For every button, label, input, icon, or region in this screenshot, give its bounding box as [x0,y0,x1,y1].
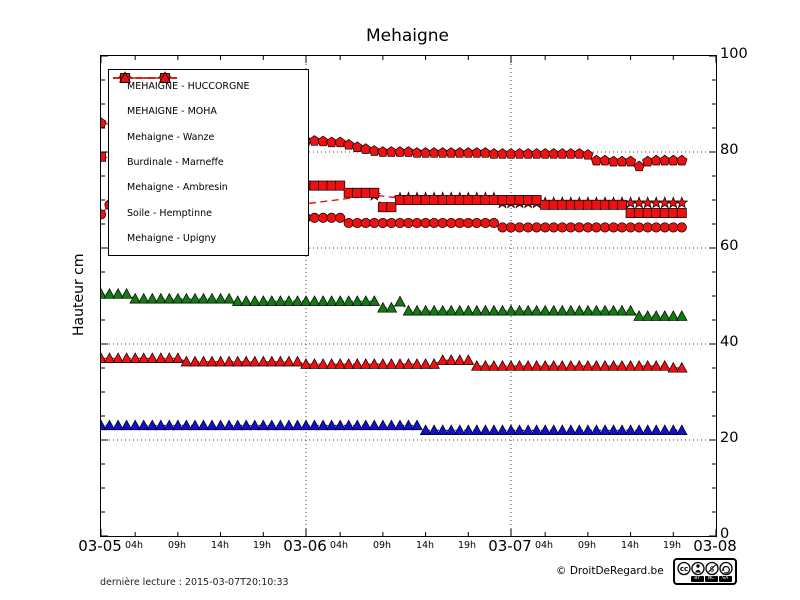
x-major-tick-label-03-08: 03-08 [693,537,737,555]
svg-text:cc: cc [680,565,688,573]
footer-credit: © DroitDeRegard.be cc $ [556,558,737,585]
legend-label: Burdinale - Marneffe [127,156,224,168]
x-major-tick-label-03-07: 03-07 [488,537,532,555]
x-minor-tick-label-5: 09h [372,540,392,551]
legend: MEHAIGNE - HUCCORGNE MEHAIGNE - MOHA Mehai… [108,69,309,256]
y-tick-label-100: 100 [720,46,748,62]
cc-icon: cc [677,561,691,576]
plot-canvas [101,56,716,536]
cc-term-nc: NC [704,576,718,582]
legend-item-mehaigne-wanze: Mehaigne - Wanze [109,72,308,143]
last-reading-text: dernière lecture : 2015-03-07T20:10:33 [100,577,289,588]
x-minor-tick-label-9: 09h [577,540,597,551]
share-alike-icon [719,561,733,576]
x-minor-tick-label-3: 19h [252,540,272,551]
x-minor-tick-label-11: 19h [662,540,682,551]
x-minor-tick-label-1: 09h [167,540,187,551]
cc-term-sa: SA [718,576,732,582]
legend-label: Mehaigne - Wanze [127,131,215,143]
x-minor-tick-label-0: 04h [124,540,144,551]
legend-sample [113,71,177,83]
legend-label: Mehaigne - Upigny [127,232,217,244]
legend-label: MEHAIGNE - HUCCORGNE [127,81,250,93]
y-tick-label-40: 40 [720,334,739,350]
x-minor-tick-label-8: 04h [534,540,554,551]
y-axis-label: Hauteur cm [71,253,87,337]
legend-item-burdinale-marneffe: Burdinale - Marneffe [109,71,308,168]
cc-term-by: BY [690,576,704,582]
series-burdinale-marneffe [101,419,688,435]
x-major-tick-label-03-05: 03-05 [78,537,122,555]
non-commercial-icon: $ [705,561,719,576]
chart-title: Mehaigne [365,26,450,46]
cc-license-terms: BY NC SA [690,576,732,582]
series-soile-hemptinne [101,287,688,321]
legend-item-mehaigne-moha: MEHAIGNE - MOHA [109,71,308,118]
legend-item-mehaigne-upigny: Mehaigne - Upigny [109,71,308,244]
attribution-person-icon [691,561,705,576]
x-major-tick-label-03-06: 03-06 [283,537,327,555]
y-tick-label-60: 60 [720,238,739,254]
series-mehaigne-upigny [101,352,688,373]
y-tick-label-20: 20 [720,430,739,446]
legend-item-soile-hemptinne: Soile - Hemptinne [109,71,308,219]
y-tick-label-80: 80 [720,142,739,158]
legend-label: MEHAIGNE - MOHA [127,106,217,118]
x-minor-tick-label-6: 14h [415,540,435,551]
plot-area: MEHAIGNE - HUCCORGNE MEHAIGNE - MOHA Mehai… [100,55,717,537]
legend-label: Soile - Hemptinne [127,207,212,219]
y-tick-label-0: 0 [720,526,730,542]
copyright-text: © DroitDeRegard.be [556,565,664,578]
series-mehaigne-wanze [101,117,688,172]
x-minor-tick-label-7: 19h [457,540,477,551]
x-minor-tick-label-4: 04h [329,540,349,551]
legend-item-mehaigne-ambresin: Mehaigne - Ambresin [109,73,308,194]
x-minor-tick-label-10: 14h [620,540,640,551]
series-mehaigne-huccorgne [101,199,687,237]
cc-icons: cc $ [677,561,733,576]
footer-status: dernière lecture : 2015-03-07T20:10:33 d… [100,557,289,600]
x-minor-tick-label-2: 14h [210,540,230,551]
legend-label: Mehaigne - Ambresin [127,182,228,194]
